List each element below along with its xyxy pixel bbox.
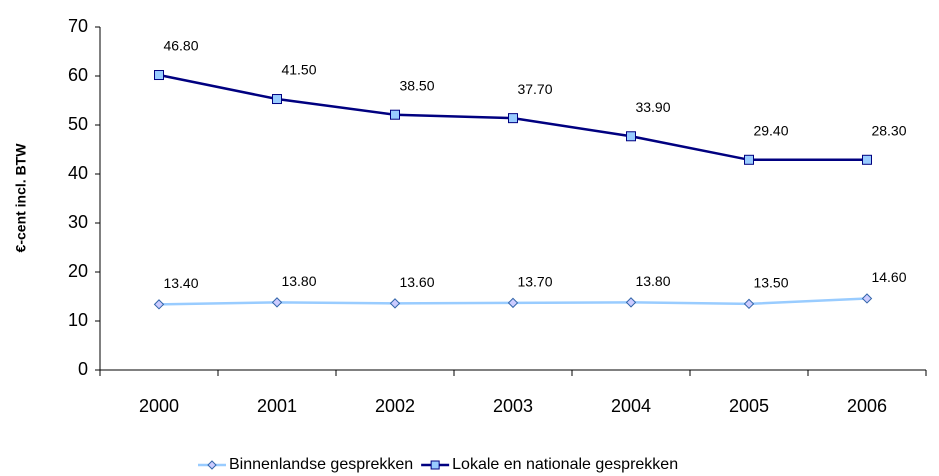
point <box>508 113 518 124</box>
x-tick-label: 2003 <box>493 396 533 416</box>
point <box>625 297 637 308</box>
value-label: 13.40 <box>163 275 198 291</box>
value-label: 13.70 <box>517 274 552 290</box>
point <box>272 94 282 105</box>
x-tick-label: 2004 <box>611 396 651 416</box>
x-tick-label: 2002 <box>375 396 415 416</box>
point <box>626 131 636 142</box>
point <box>271 297 283 308</box>
value-label: 33.90 <box>635 99 670 115</box>
y-tick-label: 20 <box>68 261 88 281</box>
x-tick-label: 2006 <box>847 396 887 416</box>
value-label: 13.50 <box>753 275 788 291</box>
y-axis-label: €-cent incl. BTW <box>13 143 29 253</box>
x-tick-label: 2001 <box>257 396 297 416</box>
legend-label: Lokale en nationale gesprekken <box>452 456 678 473</box>
point <box>390 109 400 120</box>
value-label: 13.80 <box>281 273 316 289</box>
value-label: 29.40 <box>753 122 788 138</box>
value-label: 14.60 <box>871 269 906 285</box>
y-tick-label: 30 <box>68 212 88 232</box>
point <box>153 299 165 310</box>
y-tick-label: 0 <box>78 359 88 379</box>
point <box>507 297 519 309</box>
value-label: 41.50 <box>281 62 316 78</box>
legend-marker <box>207 460 217 470</box>
point <box>389 298 401 309</box>
legend-marker <box>430 460 440 470</box>
y-tick-label: 50 <box>68 114 88 134</box>
x-tick-label: 2005 <box>729 396 769 416</box>
point <box>744 154 754 165</box>
value-label: 13.80 <box>635 273 670 289</box>
point <box>743 298 755 310</box>
value-label: 46.80 <box>163 38 198 54</box>
y-tick-label: 60 <box>68 65 88 85</box>
x-tick-label: 2000 <box>139 396 179 416</box>
point <box>862 154 872 165</box>
legend-label: Binnenlandse gesprekken <box>229 456 413 473</box>
y-tick-label: 70 <box>68 16 88 36</box>
value-label: 13.60 <box>399 274 434 290</box>
point <box>861 293 873 304</box>
value-label: 38.50 <box>399 77 434 93</box>
value-label: 28.30 <box>871 122 906 138</box>
value-label: 37.70 <box>517 81 552 97</box>
y-tick-label: 10 <box>68 310 88 330</box>
y-tick-label: 40 <box>68 163 88 183</box>
point <box>154 70 164 81</box>
